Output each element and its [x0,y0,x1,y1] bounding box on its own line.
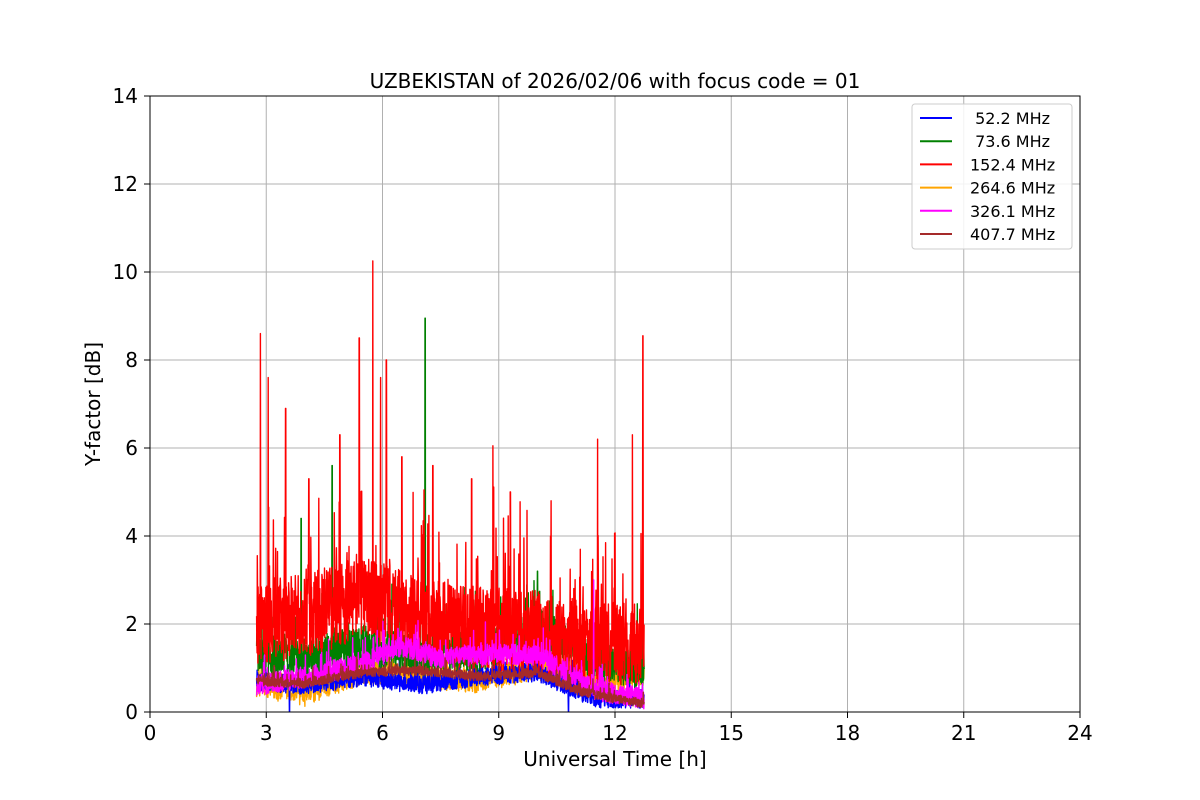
x-tick-label: 21 [951,721,976,745]
series-layer [255,260,645,712]
y-tick-label: 12 [113,172,138,196]
series-line [255,656,645,708]
y-tick-label: 4 [125,524,138,548]
legend-label: 152.4 MHz [970,155,1055,174]
legend-label: 407.7 MHz [970,225,1055,244]
y-tick-label: 10 [113,260,138,284]
x-axis-title: Universal Time [h] [523,747,706,771]
x-axis: 0 3 6 9 12 15 18 21 24 [144,712,1093,745]
y-tick-label: 2 [125,612,138,636]
x-tick-label: 3 [260,721,273,745]
y-tick-label: 6 [125,436,138,460]
legend-label: 52.2 MHz [970,109,1050,128]
plot-area [255,260,645,712]
x-tick-label: 15 [719,721,744,745]
chart-title: UZBEKISTAN of 2026/02/06 with focus code… [370,69,861,93]
x-tick-label: 9 [492,721,505,745]
x-tick-label: 24 [1067,721,1092,745]
y-tick-label: 0 [125,700,138,724]
y-tick-label: 14 [113,84,138,108]
legend-label: 73.6 MHz [970,132,1050,151]
x-tick-label: 0 [144,721,157,745]
legend-label: 326.1 MHz [970,202,1055,221]
y-axis-title: Y-factor [dB] [81,342,105,467]
x-tick-label: 18 [835,721,860,745]
x-tick-label: 6 [376,721,389,745]
x-tick-label: 12 [602,721,627,745]
y-axis: 0 2 4 6 8 10 12 14 [113,84,150,724]
legend-label: 264.6 MHz [970,179,1055,198]
legend: 52.2 MHz 73.6 MHz 152.4 MHz 264.6 MHz 326.1… [911,103,1073,250]
y-tick-label: 8 [125,348,138,372]
